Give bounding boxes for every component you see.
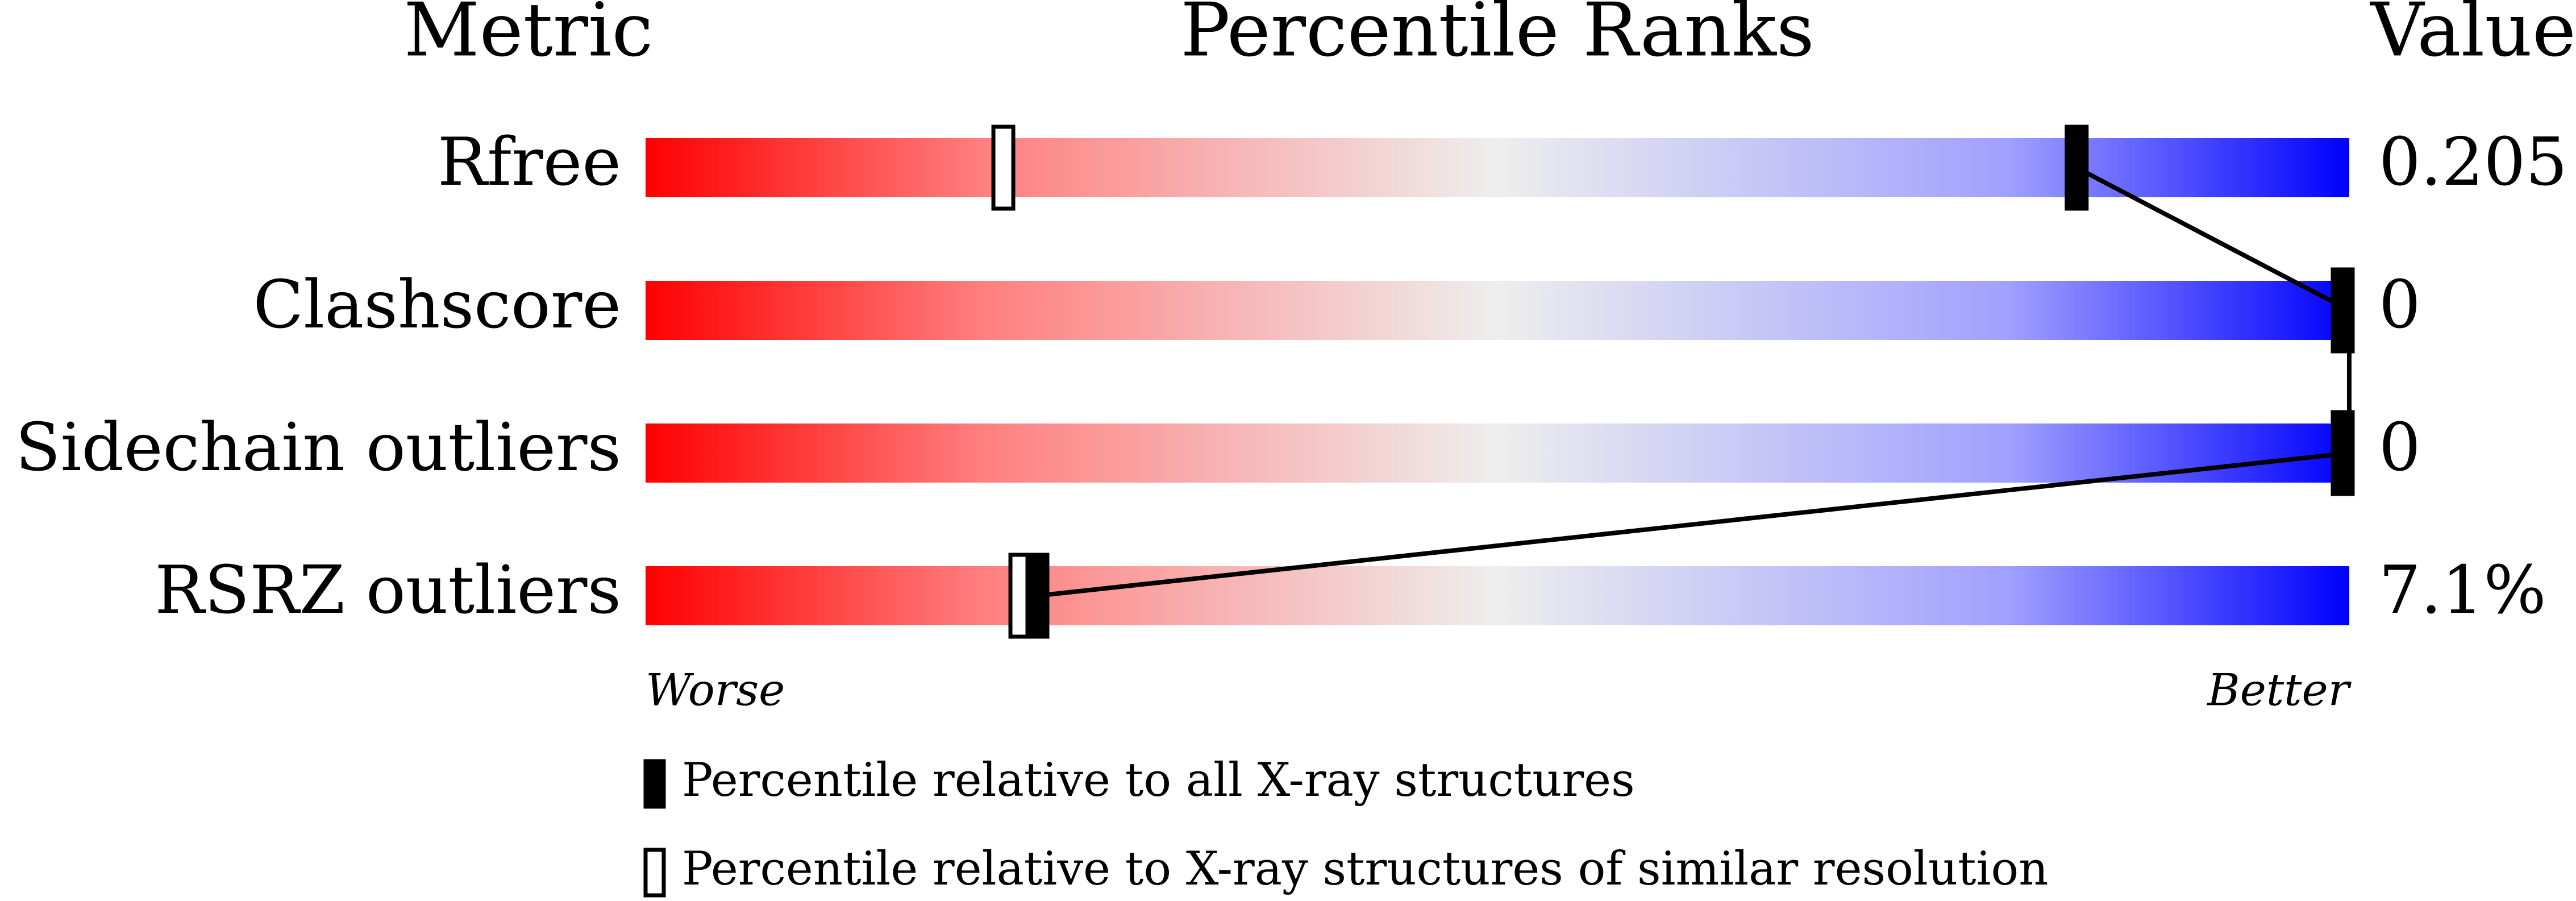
marker-filled	[2065, 124, 2089, 211]
metric-label: RSRZ outliers	[155, 552, 621, 629]
value-label: 7.1%	[2379, 552, 2546, 629]
value-label: 0.205	[2379, 124, 2567, 201]
value-label: 0	[2379, 267, 2421, 343]
header-percentile: Percentile Ranks	[1180, 0, 1814, 73]
legend-label: Percentile relative to X-ray structures …	[682, 842, 2048, 896]
percentile-bar	[646, 138, 2349, 197]
legend-label: Percentile relative to all X-ray structu…	[682, 754, 1635, 807]
legend-marker	[643, 848, 666, 898]
marker-filled	[2331, 267, 2355, 354]
axis-label-better: Better	[2206, 665, 2352, 716]
metric-label: Rfree	[438, 124, 621, 201]
percentile-bar	[646, 281, 2349, 340]
percentile-bar	[646, 423, 2349, 483]
legend-marker	[643, 759, 666, 809]
axis-label-worse: Worse	[646, 665, 785, 716]
percentile-bar	[646, 566, 2349, 625]
marker-open	[991, 124, 1016, 211]
marker-filled	[2331, 410, 2355, 496]
header-value: Value	[2369, 0, 2576, 73]
metric-label: Sidechain outliers	[15, 409, 621, 486]
value-label: 0	[2379, 409, 2421, 486]
metric-label: Clashscore	[253, 267, 621, 343]
percentile-link	[1037, 165, 2352, 598]
header-metric: Metric	[404, 0, 654, 73]
marker-filled	[1025, 553, 1050, 639]
